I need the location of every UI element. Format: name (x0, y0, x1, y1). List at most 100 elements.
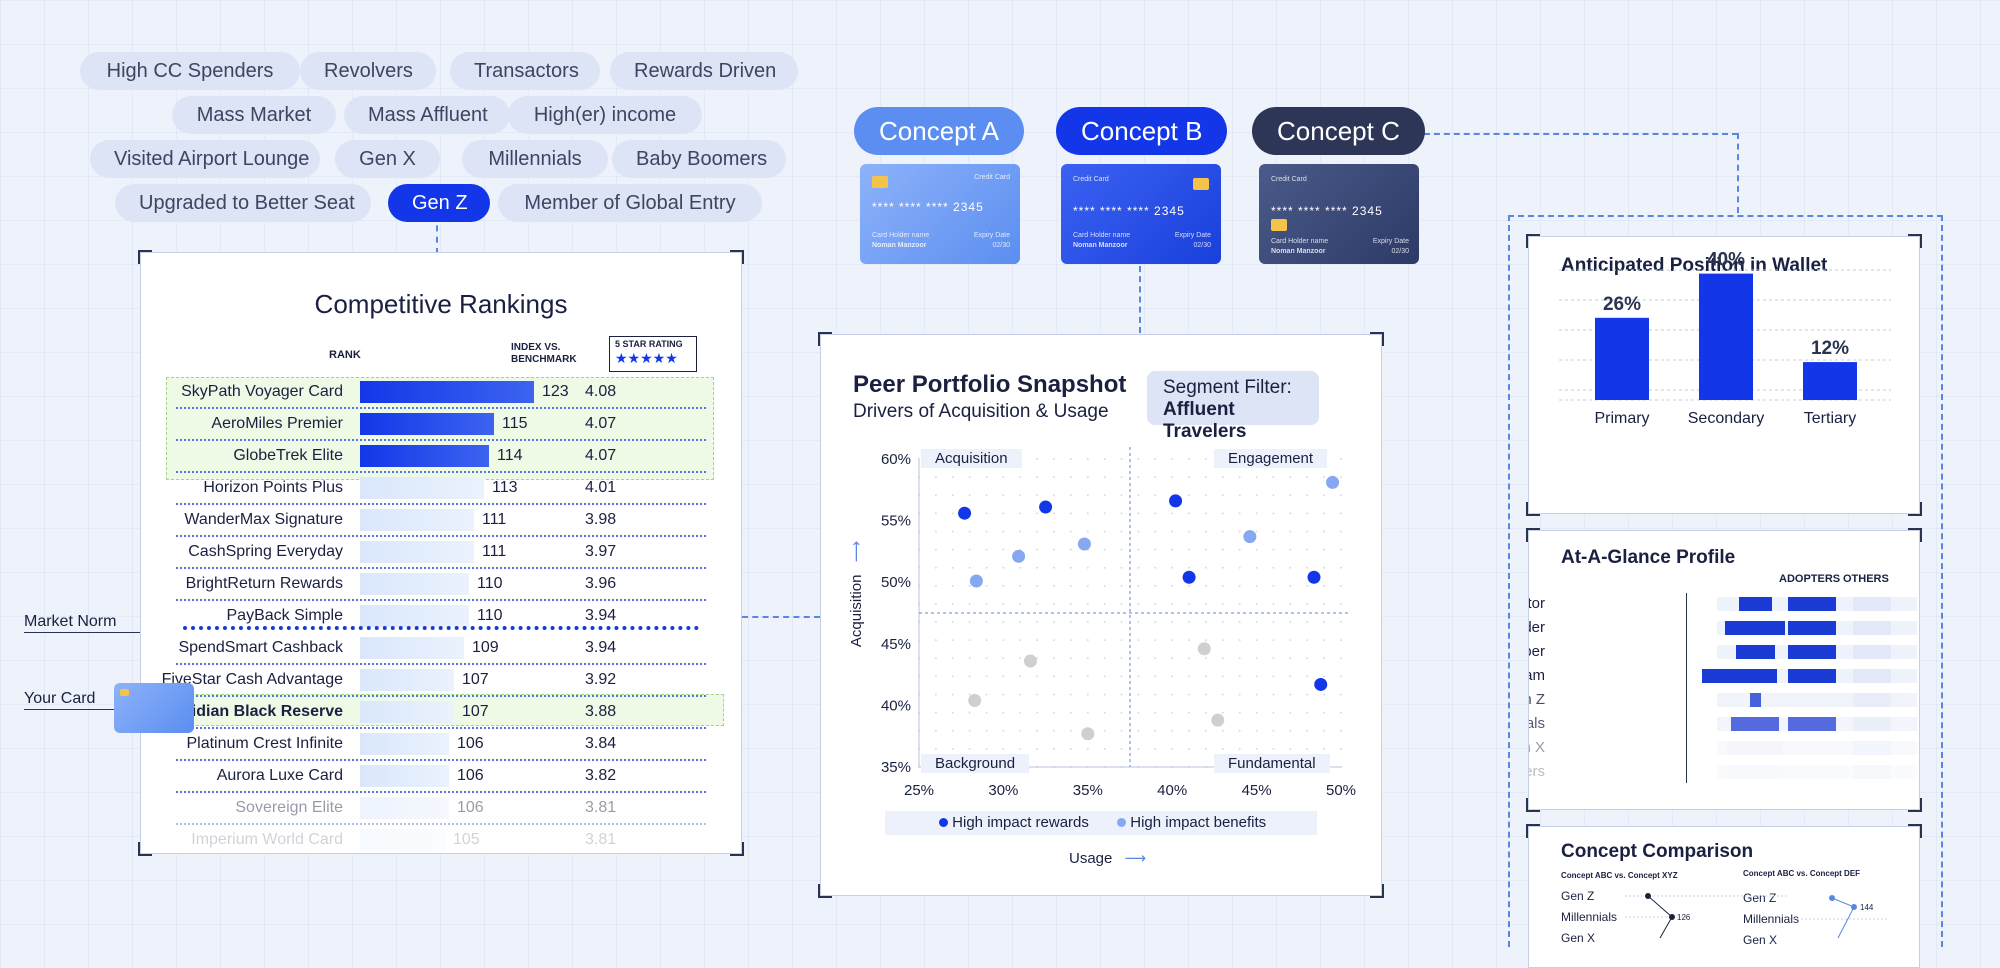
grid-dot (1019, 639, 1022, 642)
row-divider (176, 407, 706, 409)
grid-dot (1171, 747, 1174, 750)
ranking-row[interactable]: Imperium World Card 105 3.81 (141, 825, 741, 853)
comparison-right-line (1831, 897, 1855, 939)
ranking-row[interactable]: CashSpring Everyday 111 3.97 (141, 537, 741, 569)
grid-dot (1069, 512, 1072, 515)
ranking-index-bar (360, 605, 469, 627)
segment-chip-mass-market[interactable]: Mass Market (172, 96, 336, 134)
ranking-row[interactable]: PayBack Simple 110 3.94 (141, 601, 741, 633)
grid-dot (1289, 566, 1292, 569)
grid-dot (1019, 693, 1022, 696)
rankings-title: Competitive Rankings (314, 289, 568, 319)
grid-dot (1323, 657, 1326, 660)
ranking-index-bar (360, 573, 469, 595)
grid-dot (1053, 639, 1056, 642)
grid-dot (1188, 494, 1191, 497)
segment-chip-high-cc-spenders[interactable]: High CC Spenders (80, 52, 300, 90)
scatter-point (1039, 500, 1053, 514)
grid-dot (1255, 494, 1258, 497)
ranking-row[interactable]: SkyPath Voyager Card 123 4.08 (141, 377, 741, 409)
scatter-point (1169, 494, 1183, 508)
corner-mark (138, 250, 152, 264)
grid-dot (1204, 530, 1207, 533)
ranking-row[interactable]: SpendSmart Cashback 109 3.94 (141, 633, 741, 665)
segment-filter-badge[interactable]: Segment Filter: Affluent Travelers (1147, 371, 1319, 442)
grid-dot (1154, 494, 1157, 497)
ranking-row[interactable]: Sovereign Elite 106 3.81 (141, 793, 741, 825)
ranking-card-name: Aurora Luxe Card (216, 767, 343, 784)
row-divider (176, 439, 706, 441)
grid-dot (1255, 657, 1258, 660)
segment-chip-transactors[interactable]: Transactors (450, 52, 600, 90)
concept-a-button[interactable]: Concept A (854, 107, 1024, 155)
grid-dot (1036, 711, 1039, 714)
segment-chip-high-er-income[interactable]: High(er) income (508, 96, 702, 134)
ranking-index-value: 114 (497, 447, 523, 464)
ranking-index-bar (360, 797, 449, 819)
grid-dot (985, 729, 988, 732)
ranking-row[interactable]: AeroMiles Premier 115 4.07 (141, 409, 741, 441)
scatter-point (968, 693, 982, 707)
concept-b-button[interactable]: Concept B (1056, 107, 1228, 155)
ranking-row[interactable]: WanderMax Signature 111 3.98 (141, 505, 741, 537)
grid-dot (1086, 639, 1089, 642)
grid-dot (1272, 530, 1275, 533)
grid-dot (1002, 512, 1005, 515)
grid-dot (1171, 458, 1174, 460)
ranking-row[interactable]: Platinum Crest Infinite 106 3.84 (141, 729, 741, 761)
segment-chip-gen-z[interactable]: Gen Z (388, 184, 490, 222)
concept-c-button[interactable]: Concept C (1252, 107, 1425, 155)
x-tick-label: 50% (1326, 782, 1356, 799)
segment-chip-baby-boomers[interactable]: Baby Boomers (612, 140, 786, 178)
ranking-row[interactable]: BrightReturn Rewards 110 3.96 (141, 569, 741, 601)
grid-dot (1272, 747, 1275, 750)
grid-dot (1289, 494, 1292, 497)
ranking-row[interactable]: Aurora Luxe Card 106 3.82 (141, 761, 741, 793)
grid-dot (1103, 548, 1106, 551)
segment-filter-value: Affluent Travelers (1163, 399, 1247, 442)
ranking-index-bar (360, 413, 494, 435)
row-divider (176, 567, 706, 569)
card-expiry: 02/30 (992, 242, 1010, 249)
ranking-row[interactable]: GlobeTrek Elite 114 4.07 (141, 441, 741, 473)
grid-dot (1120, 621, 1123, 624)
grid-dot (968, 729, 971, 732)
comparison-right-row: Gen Z (1743, 891, 1777, 905)
connector-line (436, 214, 438, 254)
segment-chip-millennials[interactable]: Millennials (462, 140, 608, 178)
card-holder-label: Card Holder name (1271, 238, 1329, 245)
grid-dot (1255, 476, 1258, 479)
ranking-row[interactable]: Obsidian Black Reserve 107 3.88 (141, 697, 741, 729)
card-expiry-label: Expiry Date (1372, 238, 1409, 245)
segment-chip-visited-airport-lounge[interactable]: Visited Airport Lounge (90, 140, 320, 178)
grid-dot (1069, 639, 1072, 642)
ranking-row[interactable]: FiveStar Cash Advantage 107 3.92 (141, 665, 741, 697)
segment-chip-revolvers[interactable]: Revolvers (300, 52, 436, 90)
grid-dot (985, 512, 988, 515)
grid-dot (951, 693, 954, 696)
segment-chip-gen-x[interactable]: Gen X (335, 140, 440, 178)
grid-dot (1188, 693, 1191, 696)
grid-dot (951, 675, 954, 678)
grid-dot (1002, 476, 1005, 479)
segment-chip-rewards-driven[interactable]: Rewards Driven (610, 52, 798, 90)
y-axis-label: Acquisition ⟶ (847, 539, 865, 649)
ranking-row[interactable]: Horizon Points Plus 113 4.01 (141, 473, 741, 505)
corner-mark (1526, 234, 1540, 248)
row-divider (176, 727, 706, 729)
grid-dot (934, 729, 937, 732)
grid-dot (1171, 530, 1174, 533)
segment-chip-upgraded-to-better-seat[interactable]: Upgraded to Better Seat (115, 184, 371, 222)
scatter-point (1023, 654, 1037, 668)
grid-dot (1019, 566, 1022, 569)
segment-chip-mass-affluent[interactable]: Mass Affluent (344, 96, 510, 134)
connector-line (1424, 133, 1738, 135)
grid-dot (1238, 693, 1241, 696)
scatter-point (1211, 713, 1225, 727)
grid-dot (1120, 602, 1123, 605)
grid-dot (1289, 621, 1292, 624)
corner-mark (138, 842, 152, 856)
grid-dot (1204, 512, 1207, 515)
segment-chip-member-of-global-entry[interactable]: Member of Global Entry (498, 184, 762, 222)
grid-dot (1171, 548, 1174, 551)
